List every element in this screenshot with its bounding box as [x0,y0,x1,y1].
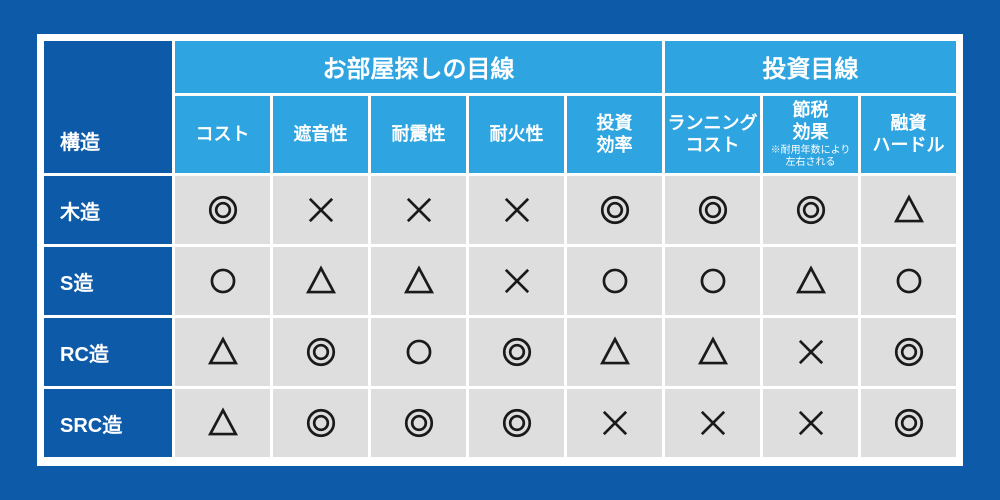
double-circle-icon [500,335,534,369]
triangle-icon [892,193,926,227]
triangle-icon [206,406,240,440]
data-cell [763,318,858,386]
data-cell [665,318,760,386]
circle-icon [696,264,730,298]
data-cell [665,247,760,315]
table-row: S造 [44,247,956,315]
group-header-row: 構造 お部屋探しの目線 投資目線 [44,41,956,93]
data-cell [469,247,564,315]
cross-icon [794,335,828,369]
col-invest-eff: 投資効率 [567,96,662,173]
row-label: 木造 [44,176,172,244]
row-label: S造 [44,247,172,315]
data-cell [273,318,368,386]
row-label: SRC造 [44,389,172,457]
data-cell [371,318,466,386]
double-circle-icon [892,406,926,440]
cross-icon [598,406,632,440]
group-header-room: お部屋探しの目線 [175,41,662,93]
circle-icon [598,264,632,298]
data-cell [861,247,956,315]
cross-icon [500,264,534,298]
triangle-icon [696,335,730,369]
data-cell [371,389,466,457]
data-cell [273,247,368,315]
row-label: RC造 [44,318,172,386]
circle-icon [402,335,436,369]
data-cell [763,176,858,244]
data-cell [371,176,466,244]
col-running: ランニングコスト [665,96,760,173]
data-cell [175,176,270,244]
data-cell [861,318,956,386]
data-cell [175,318,270,386]
double-circle-icon [794,193,828,227]
data-cell [469,318,564,386]
circle-icon [892,264,926,298]
triangle-icon [402,264,436,298]
data-cell [273,176,368,244]
data-cell [763,247,858,315]
double-circle-icon [402,406,436,440]
cross-icon [500,193,534,227]
table-row: RC造 [44,318,956,386]
data-cell [469,176,564,244]
col-loan: 融資ハードル [861,96,956,173]
data-cell [665,389,760,457]
circle-icon [206,264,240,298]
data-cell [273,389,368,457]
col-cost: コスト [175,96,270,173]
cross-icon [696,406,730,440]
double-circle-icon [598,193,632,227]
data-cell [763,389,858,457]
col-sound: 遮音性 [273,96,368,173]
col-tax: 節税効果※耐用年数により左右される [763,96,858,173]
triangle-icon [304,264,338,298]
triangle-icon [794,264,828,298]
comparison-table: 構造 お部屋探しの目線 投資目線 コスト 遮音性 耐震性 耐火性 投資効率 ラン… [41,38,959,460]
data-cell [567,389,662,457]
double-circle-icon [696,193,730,227]
col-quake: 耐震性 [371,96,466,173]
cross-icon [304,193,338,227]
table-body: 木造 S造 RC造 [44,176,956,457]
table-row: 木造 [44,176,956,244]
triangle-icon [206,335,240,369]
data-cell [665,176,760,244]
corner-label: 構造 [44,41,172,173]
double-circle-icon [206,193,240,227]
data-cell [175,389,270,457]
cross-icon [402,193,436,227]
double-circle-icon [500,406,534,440]
data-cell [469,389,564,457]
data-cell [861,389,956,457]
triangle-icon [598,335,632,369]
data-cell [567,318,662,386]
data-cell [371,247,466,315]
data-cell [567,176,662,244]
sub-header-row: コスト 遮音性 耐震性 耐火性 投資効率 ランニングコスト 節税効果※耐用年数に… [44,96,956,173]
data-cell [567,247,662,315]
cross-icon [794,406,828,440]
table-row: SRC造 [44,389,956,457]
group-header-invest: 投資目線 [665,41,956,93]
data-cell [861,176,956,244]
col-fire: 耐火性 [469,96,564,173]
double-circle-icon [892,335,926,369]
comparison-table-container: 構造 お部屋探しの目線 投資目線 コスト 遮音性 耐震性 耐火性 投資効率 ラン… [37,34,963,466]
double-circle-icon [304,335,338,369]
double-circle-icon [304,406,338,440]
data-cell [175,247,270,315]
